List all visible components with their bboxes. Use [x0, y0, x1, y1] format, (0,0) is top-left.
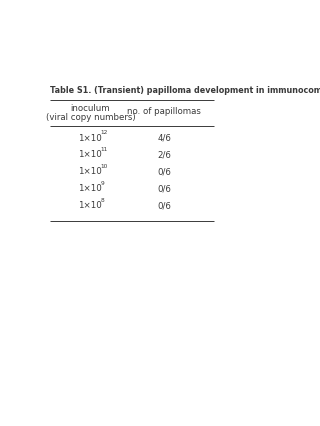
Text: 1×10: 1×10	[78, 201, 102, 210]
Text: 1×10: 1×10	[78, 184, 102, 193]
Text: 9: 9	[100, 181, 104, 186]
Text: inoculum: inoculum	[71, 104, 110, 113]
Text: 12: 12	[100, 130, 108, 135]
Text: 8: 8	[100, 198, 104, 203]
Text: 0/6: 0/6	[157, 167, 171, 176]
Text: 1×10: 1×10	[78, 150, 102, 159]
Text: 0/6: 0/6	[157, 184, 171, 193]
Text: 2/6: 2/6	[157, 150, 171, 159]
Text: 1×10: 1×10	[78, 167, 102, 176]
Text: 1×10: 1×10	[78, 133, 102, 143]
Text: 0/6: 0/6	[157, 201, 171, 210]
Text: 11: 11	[100, 147, 108, 153]
Text: 10: 10	[100, 164, 108, 169]
Text: 4/6: 4/6	[157, 133, 171, 143]
Text: (viral copy numbers): (viral copy numbers)	[45, 113, 135, 123]
Text: no. of papillomas: no. of papillomas	[127, 106, 201, 115]
Text: Table S1. (Transient) papilloma development in immunocompetent Cr:ORL SENCAR mic: Table S1. (Transient) papilloma developm…	[50, 86, 320, 95]
